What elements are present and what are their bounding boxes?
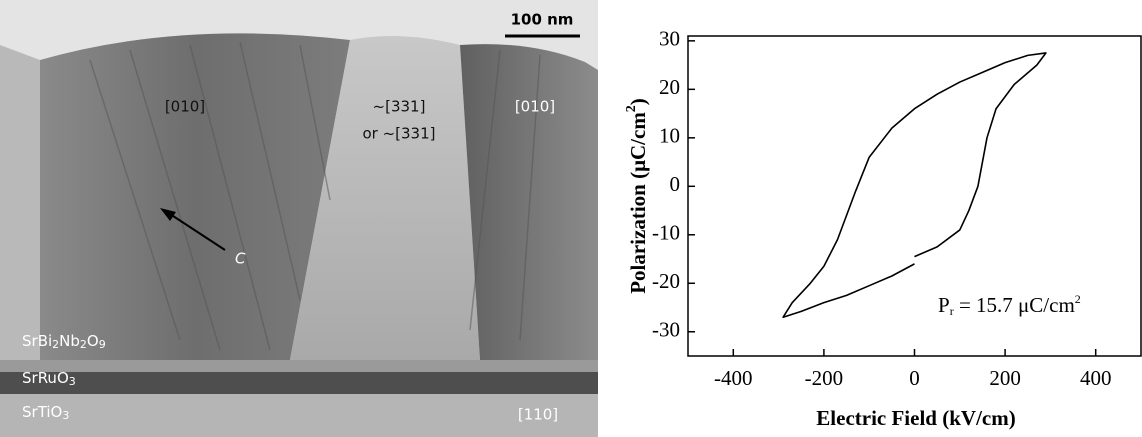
layer-label: SrBi2Nb2O9 [22, 332, 106, 352]
y-tick-label: 10 [659, 124, 680, 148]
x-tick-label: 200 [989, 366, 1021, 390]
orientation-label: or ~[331] [362, 125, 435, 143]
chart: Electric Field (kV/cm) Polarization (μC/… [624, 27, 1141, 430]
figure: 100 nm [010] ~[331] or ~[331] [010] [110… [0, 0, 1142, 437]
orientation-label: [010] [515, 98, 555, 116]
layer-band [0, 372, 598, 394]
y-tick-label: 0 [670, 172, 681, 196]
loop-line [783, 53, 1046, 317]
y-tick-label: -30 [652, 318, 680, 342]
orientation-label: [110] [518, 406, 558, 424]
substrate [0, 394, 598, 437]
y-tick-label: 20 [659, 75, 680, 99]
y-tick-label: 30 [659, 27, 680, 51]
orientation-label: [010] [165, 98, 205, 116]
x-tick-label: 400 [1080, 366, 1112, 390]
layer-band [0, 360, 598, 372]
annotation: Pr = 15.7 μC/cm2 [938, 292, 1081, 318]
y-tick-label: -20 [652, 269, 680, 293]
layer-label: SrTiO3 [22, 403, 69, 423]
x-tick-label: -200 [805, 366, 844, 390]
layer-label: SrRuO3 [22, 369, 76, 389]
scale-label: 100 nm [511, 11, 574, 29]
x-tick-label: 0 [909, 366, 920, 390]
x-tick-label: -400 [714, 366, 753, 390]
tem-image: 100 nm [010] ~[331] or ~[331] [010] [110… [0, 0, 598, 437]
y-tick-label: -10 [652, 221, 680, 245]
y-axis-label: Polarization (μC/cm2) [624, 98, 650, 294]
x-axis-label: Electric Field (kV/cm) [816, 406, 1015, 430]
grain [0, 45, 40, 360]
orientation-label: ~[331] [373, 98, 426, 116]
arrow-label: C [235, 250, 246, 268]
